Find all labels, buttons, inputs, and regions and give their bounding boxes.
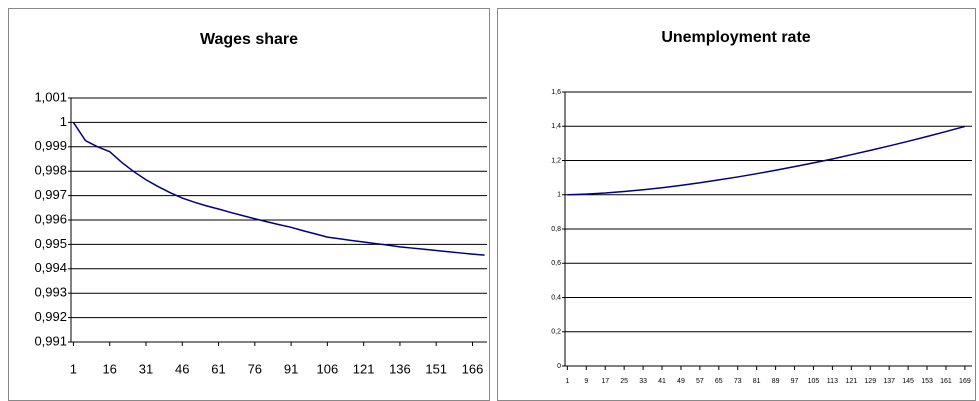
x-tick-label: 106 [317,361,339,376]
chart-title: Unemployment rate [661,29,810,46]
y-tick-label: 1,4 [551,123,561,130]
y-tick-label: 0,8 [551,226,561,233]
y-tick-label: 0,993 [34,285,67,300]
x-tick-label: 73 [734,378,742,385]
y-tick-label: 0,4 [551,294,561,301]
x-tick-label: 25 [620,378,628,385]
x-tick-label: 76 [248,361,262,376]
x-tick-label: 33 [639,378,647,385]
x-tick-label: 16 [102,361,116,376]
x-tick-label: 161 [940,378,952,385]
chart-frame [8,8,490,401]
x-tick-label: 17 [601,378,609,385]
y-tick-label: 0,995 [34,236,67,251]
y-tick-label: 0,991 [34,333,67,348]
x-tick-label: 113 [827,378,838,385]
chart-frame [497,8,976,401]
x-tick-label: 61 [211,361,225,376]
x-tick-label: 41 [658,378,666,385]
y-tick-label: 1 [557,192,561,199]
x-tick-label: 121 [845,378,857,385]
y-tick-label: 0,2 [551,329,561,336]
x-tick-label: 49 [677,378,685,385]
y-tick-label: 0,999 [34,138,67,153]
y-tick-label: 1,6 [551,89,561,96]
x-tick-label: 46 [175,361,189,376]
x-tick-label: 137 [883,378,895,385]
x-tick-label: 129 [864,378,876,385]
x-tick-label: 121 [353,361,375,376]
x-tick-label: 166 [462,361,484,376]
y-tick-label: 1,2 [551,157,561,164]
x-tick-label: 9 [584,378,588,385]
y-tick-label: 0,996 [34,211,67,226]
x-tick-label: 151 [425,361,447,376]
y-tick-label: 0,994 [34,260,67,275]
x-tick-label: 81 [753,378,761,385]
x-tick-label: 91 [284,361,298,376]
series-line [72,121,485,256]
x-tick-label: 97 [791,378,799,385]
series-line [567,125,966,196]
x-tick-label: 105 [808,378,820,385]
y-tick-label: 1 [60,114,67,129]
x-tick-label: 57 [696,378,704,385]
y-tick-label: 0,992 [34,309,67,324]
x-tick-label: 145 [902,378,914,385]
x-tick-label: 1 [70,361,77,376]
x-tick-label: 136 [389,361,411,376]
chart-title: Wages share [200,31,298,48]
y-tick-label: 0,6 [551,260,561,267]
x-tick-label: 89 [772,378,780,385]
x-tick-label: 65 [715,378,723,385]
x-tick-label: 31 [139,361,153,376]
y-tick-label: 0 [557,363,561,370]
y-tick-label: 0,998 [34,163,67,178]
y-tick-label: 0,997 [34,187,67,202]
x-tick-label: 1 [565,378,569,385]
x-tick-label: 169 [959,378,971,385]
x-tick-label: 153 [921,378,933,385]
y-tick-label: 1,001 [34,89,67,104]
